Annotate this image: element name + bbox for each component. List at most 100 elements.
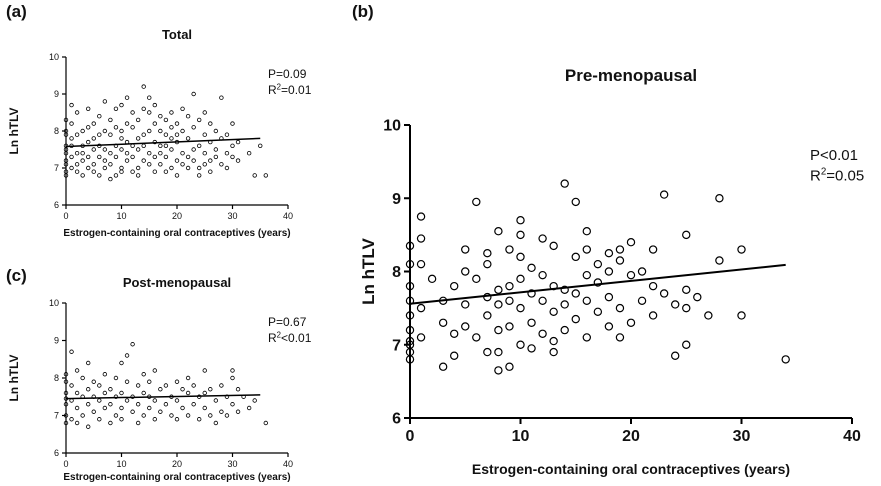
data-point xyxy=(97,383,102,388)
data-point xyxy=(224,413,230,418)
data-point xyxy=(130,169,135,174)
data-point xyxy=(119,390,124,396)
data-point xyxy=(483,248,492,258)
data-point xyxy=(163,143,169,148)
y-tick-label: 7 xyxy=(392,337,401,354)
data-point xyxy=(119,405,124,411)
data-point xyxy=(213,420,219,426)
data-point xyxy=(97,417,102,422)
y-tick-label: 6 xyxy=(54,200,59,210)
data-point xyxy=(80,158,85,163)
data-point xyxy=(516,216,525,225)
data-point xyxy=(141,390,146,396)
data-point xyxy=(202,368,207,373)
data-point xyxy=(102,128,108,134)
data-point xyxy=(124,158,130,163)
data-point xyxy=(108,132,113,137)
data-point xyxy=(671,351,680,360)
data-point xyxy=(97,398,102,403)
data-point xyxy=(135,383,141,388)
data-point xyxy=(659,289,669,298)
data-point xyxy=(549,307,558,316)
data-point xyxy=(246,405,252,411)
data-point xyxy=(185,113,191,119)
data-point xyxy=(560,300,569,309)
data-point xyxy=(235,387,241,392)
data-point xyxy=(108,162,113,167)
data-point xyxy=(505,362,514,371)
data-point xyxy=(405,259,415,269)
data-point xyxy=(113,413,119,418)
y-tick-label: 6 xyxy=(392,411,401,428)
data-point xyxy=(235,139,241,145)
x-tick-label: 30 xyxy=(227,459,237,469)
data-point xyxy=(119,128,124,134)
data-point xyxy=(604,292,614,302)
data-point xyxy=(604,248,614,258)
data-point xyxy=(494,347,503,357)
data-point xyxy=(196,165,202,171)
data-point xyxy=(108,117,113,123)
data-point xyxy=(124,353,130,358)
data-point xyxy=(258,143,263,148)
data-point xyxy=(527,344,536,353)
data-point xyxy=(185,390,191,396)
data-point xyxy=(119,360,124,366)
data-point xyxy=(102,372,108,377)
data-point xyxy=(102,158,108,163)
data-point xyxy=(124,150,130,156)
p-value: P<0.01 xyxy=(810,147,858,164)
data-point xyxy=(185,413,191,418)
y-axis-label: Ln hTLV xyxy=(359,237,378,304)
data-point xyxy=(152,154,157,160)
data-point xyxy=(163,402,169,407)
data-point xyxy=(263,173,268,178)
data-point xyxy=(405,336,415,346)
data-point xyxy=(63,169,69,174)
data-point xyxy=(63,147,69,152)
data-point xyxy=(147,379,152,384)
data-point xyxy=(152,417,157,422)
data-point xyxy=(85,165,91,171)
data-point xyxy=(505,322,514,331)
data-point xyxy=(219,162,224,167)
data-point xyxy=(85,387,91,392)
panel-b-letter: (b) xyxy=(352,2,374,21)
data-point xyxy=(147,150,152,156)
data-point xyxy=(69,383,74,388)
x-tick-label: 40 xyxy=(283,211,293,221)
data-point xyxy=(230,402,235,407)
data-point xyxy=(74,169,80,174)
data-point xyxy=(263,420,268,426)
data-point xyxy=(63,413,69,418)
chart-post-menopausal: Post-menopausal 6 7 8 9 10 0 10 20 30 40 Estrogen-c… xyxy=(7,275,312,483)
data-point xyxy=(483,259,492,269)
data-point xyxy=(141,372,146,377)
data-point xyxy=(538,270,547,280)
data-point xyxy=(74,420,80,426)
data-point xyxy=(63,420,69,426)
data-point xyxy=(113,106,119,111)
data-point xyxy=(163,169,169,174)
data-point xyxy=(549,241,558,251)
data-point xyxy=(147,110,152,115)
data-point xyxy=(108,402,113,407)
data-point xyxy=(472,274,481,284)
data-point xyxy=(208,169,213,174)
r-squared-value: =0.01 xyxy=(281,83,312,97)
y-tick-label: 6 xyxy=(54,448,59,458)
data-point xyxy=(461,300,470,309)
data-point xyxy=(560,325,569,335)
data-point xyxy=(560,179,569,188)
data-point xyxy=(405,325,415,335)
data-point xyxy=(230,143,235,148)
data-point xyxy=(196,173,202,178)
r-squared-prefix: R xyxy=(268,83,277,97)
data-point xyxy=(582,270,591,280)
y-tick-label: 10 xyxy=(49,52,59,62)
data-point xyxy=(80,150,85,156)
data-point xyxy=(180,106,185,111)
data-point xyxy=(191,383,196,388)
data-point xyxy=(483,311,492,320)
data-point xyxy=(505,296,514,305)
